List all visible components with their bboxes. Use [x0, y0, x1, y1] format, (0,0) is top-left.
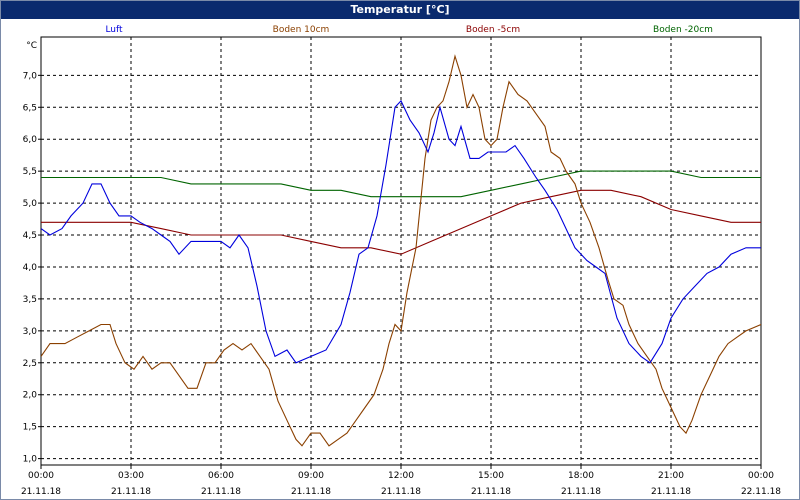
x-tick-date-label: 21.11.18 — [381, 487, 421, 497]
x-tick-time-label: 18:00 — [568, 471, 594, 481]
window-title: Temperatur [°C] — [1, 1, 799, 19]
legend-entry: Luft — [105, 25, 123, 35]
y-tick-label: 3,0 — [23, 327, 38, 337]
series-line-boden-20cm — [41, 170, 761, 198]
y-axis-unit: °C — [26, 41, 37, 51]
x-tick-time-label: 00:00 — [28, 471, 54, 481]
legend-entry: Boden 10cm — [273, 25, 330, 35]
y-tick-label: 2,0 — [23, 391, 38, 401]
x-tick-time-label: 00:00 — [748, 471, 774, 481]
x-tick-date-label: 21.11.18 — [201, 487, 241, 497]
y-tick-label: 2,5 — [23, 359, 37, 369]
x-tick-time-label: 06:00 — [208, 471, 234, 481]
x-tick-date-label: 22.11.18 — [741, 487, 781, 497]
y-tick-label: 5,0 — [23, 199, 38, 209]
x-tick-date-label: 21.11.18 — [291, 487, 331, 497]
y-tick-label: 7,0 — [23, 71, 38, 81]
series-line-luft — [41, 99, 761, 364]
x-tick-time-label: 12:00 — [388, 471, 414, 481]
y-tick-label: 1,0 — [23, 455, 38, 465]
y-tick-label: 1,5 — [23, 423, 37, 433]
x-tick-time-label: 03:00 — [118, 471, 144, 481]
y-tick-label: 5,5 — [23, 167, 37, 177]
x-tick-time-label: 15:00 — [478, 471, 504, 481]
temperature-chart: 1,0 1,5 2,0 2,5 3,0 3,5 4,0 4,5 5,0 5,5 6,0 6,5 7,0 °… — [21, 25, 781, 497]
x-tick-date-label: 21.11.18 — [471, 487, 511, 497]
y-tick-label: 6,5 — [23, 103, 37, 113]
x-tick-time-label: 21:00 — [658, 471, 684, 481]
y-tick-label: 3,5 — [23, 295, 37, 305]
x-tick-date-label: 21.11.18 — [561, 487, 601, 497]
y-tick-label: 4,0 — [23, 263, 38, 273]
x-tick-date-label: 21.11.18 — [111, 487, 151, 497]
legend-entry: Boden -20cm — [653, 25, 713, 35]
series-line-boden-5cm — [41, 189, 761, 255]
x-tick-date-label: 21.11.18 — [651, 487, 691, 497]
series-line-boden-10cm — [41, 54, 761, 447]
y-tick-label: 4,5 — [23, 231, 37, 241]
x-tick-time-label: 09:00 — [298, 471, 324, 481]
legend-entry: Boden -5cm — [466, 25, 520, 35]
x-tick-date-label: 21.11.18 — [21, 487, 61, 497]
y-tick-label: 6,0 — [23, 135, 38, 145]
